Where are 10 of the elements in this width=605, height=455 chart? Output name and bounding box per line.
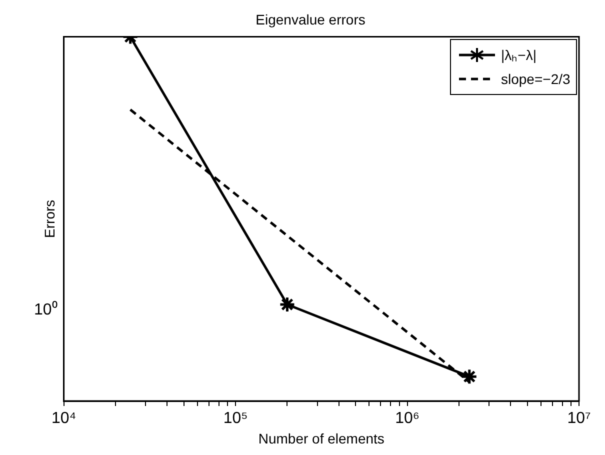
x-tick-label: 10⁷ [567, 410, 591, 428]
legend-label: slope=−2/3 [501, 70, 570, 87]
legend-label: |λₕ−λ| [501, 46, 536, 64]
x-tick-label: 10⁵ [223, 410, 248, 428]
x-tick-label: 10⁶ [395, 410, 420, 428]
text: 10⁰ [34, 300, 58, 318]
x-tick-label: 10⁴ [51, 410, 76, 428]
y-axis-title: Errors [41, 200, 58, 238]
chart-title: Eigenvalue errors [256, 11, 366, 28]
x-axis-title: Number of elements [258, 430, 384, 446]
